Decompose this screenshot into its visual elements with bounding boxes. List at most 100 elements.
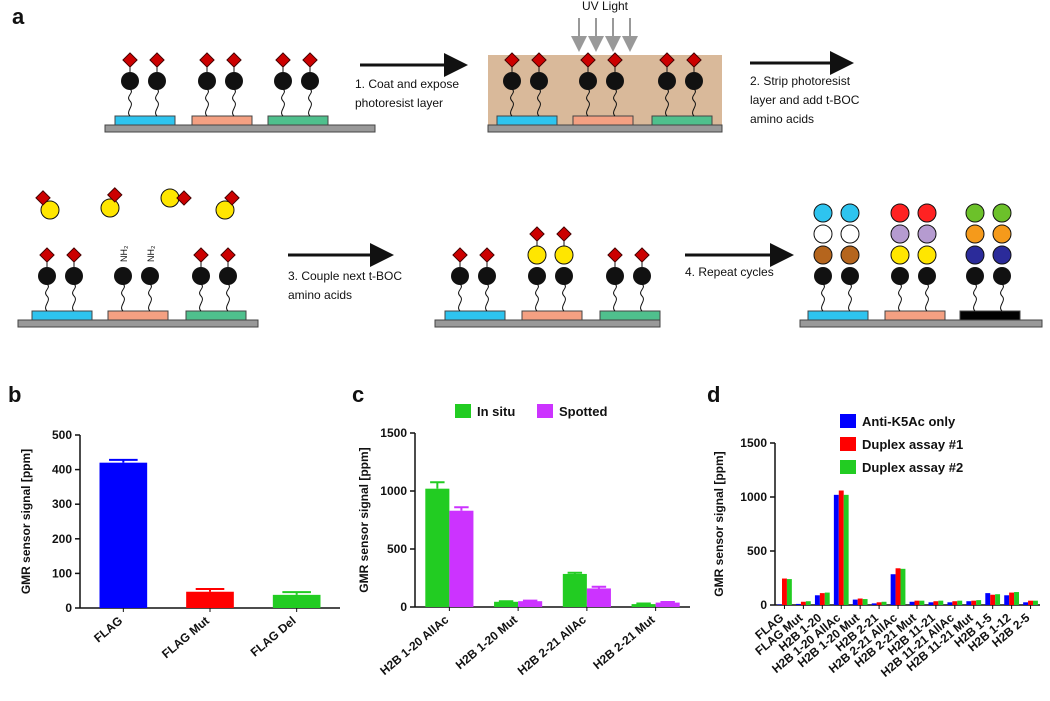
y-tick-label: 500: [52, 428, 72, 442]
bar: [586, 588, 611, 607]
linker: [613, 88, 617, 117]
residue: [38, 267, 56, 285]
residue: [503, 72, 521, 90]
x-tick-label: FLAG Mut: [159, 614, 212, 662]
bar: [838, 490, 844, 605]
residue: [451, 267, 469, 285]
residue: [148, 72, 166, 90]
bar: [843, 494, 849, 605]
pad: [651, 115, 713, 126]
protecting-group: [193, 247, 209, 263]
protecting-group: [302, 52, 318, 68]
bar: [985, 593, 991, 605]
residue: [966, 267, 984, 285]
linker: [562, 283, 566, 312]
bar: [272, 594, 321, 608]
linker: [485, 283, 489, 312]
bar: [919, 600, 925, 605]
residue: [530, 72, 548, 90]
y-axis-label: GMR sensor signal [ppm]: [712, 451, 726, 596]
pad: [807, 310, 869, 321]
residue: [685, 72, 703, 90]
bar: [890, 574, 896, 605]
bar: [1032, 600, 1038, 605]
residue: [840, 245, 860, 265]
error-bar: [636, 602, 651, 605]
residue: [965, 203, 985, 223]
legend-swatch: [840, 437, 856, 451]
residue: [891, 267, 909, 285]
linker: [535, 283, 539, 312]
protecting-group: [220, 247, 236, 263]
bar: [990, 594, 996, 605]
residue: [121, 72, 139, 90]
residue: [198, 72, 216, 90]
x-tick-label: H2B 2-21 AllAc: [515, 612, 589, 678]
pad: [572, 115, 634, 126]
protecting-group: [39, 247, 55, 263]
residue: [633, 267, 651, 285]
bar: [777, 604, 783, 605]
linker: [155, 88, 159, 117]
bar: [876, 602, 882, 605]
y-tick-label: 400: [52, 463, 72, 477]
y-tick-label: 500: [387, 542, 407, 556]
residue: [658, 72, 676, 90]
linker: [458, 283, 462, 312]
legend-label: Duplex assay #1: [862, 437, 963, 452]
bar: [862, 599, 868, 605]
bar: [796, 603, 801, 605]
y-tick-label: 0: [65, 601, 72, 615]
residue: [965, 245, 985, 265]
bar: [655, 602, 680, 607]
legend-swatch: [840, 414, 856, 428]
pad: [599, 310, 661, 321]
photoresist: [488, 55, 722, 125]
bar: [938, 600, 944, 605]
residue: [813, 245, 833, 265]
linker: [199, 283, 203, 312]
residue: [917, 224, 937, 244]
step-label: amino acids: [750, 112, 814, 126]
error-bar: [522, 599, 538, 602]
residue: [813, 224, 833, 244]
protecting-group: [479, 247, 495, 263]
pad: [884, 310, 946, 321]
uv-label: UV Light: [582, 0, 629, 13]
protecting-group: [107, 187, 123, 203]
bar: [857, 598, 863, 605]
bar: [1028, 600, 1033, 605]
panel-label: c: [352, 382, 364, 407]
error-bar: [660, 601, 675, 604]
linker: [510, 88, 514, 117]
substrate: [487, 124, 723, 133]
x-tick-label: H2B 1-20 Mut: [453, 613, 520, 673]
bar: [914, 600, 920, 605]
residue: [114, 267, 132, 285]
pad: [185, 310, 247, 321]
step-label: layer and add t-BOC: [750, 93, 860, 107]
pad: [191, 115, 253, 126]
residue: [274, 72, 292, 90]
linker: [692, 88, 696, 117]
linker: [308, 88, 312, 117]
pad: [444, 310, 506, 321]
linker: [205, 88, 209, 117]
protecting-group: [35, 190, 51, 206]
bar: [99, 462, 148, 608]
y-tick-label: 100: [52, 566, 72, 580]
bar: [631, 604, 656, 607]
residue: [301, 72, 319, 90]
linker: [281, 88, 285, 117]
linker: [640, 283, 644, 312]
error-bar: [109, 458, 138, 463]
protecting-group: [659, 52, 675, 68]
linker: [665, 88, 669, 117]
residue: [917, 245, 937, 265]
bar: [786, 579, 792, 605]
y-tick-label: 0: [760, 598, 767, 612]
bar: [881, 601, 887, 605]
pad: [521, 310, 583, 321]
bar: [909, 601, 915, 605]
